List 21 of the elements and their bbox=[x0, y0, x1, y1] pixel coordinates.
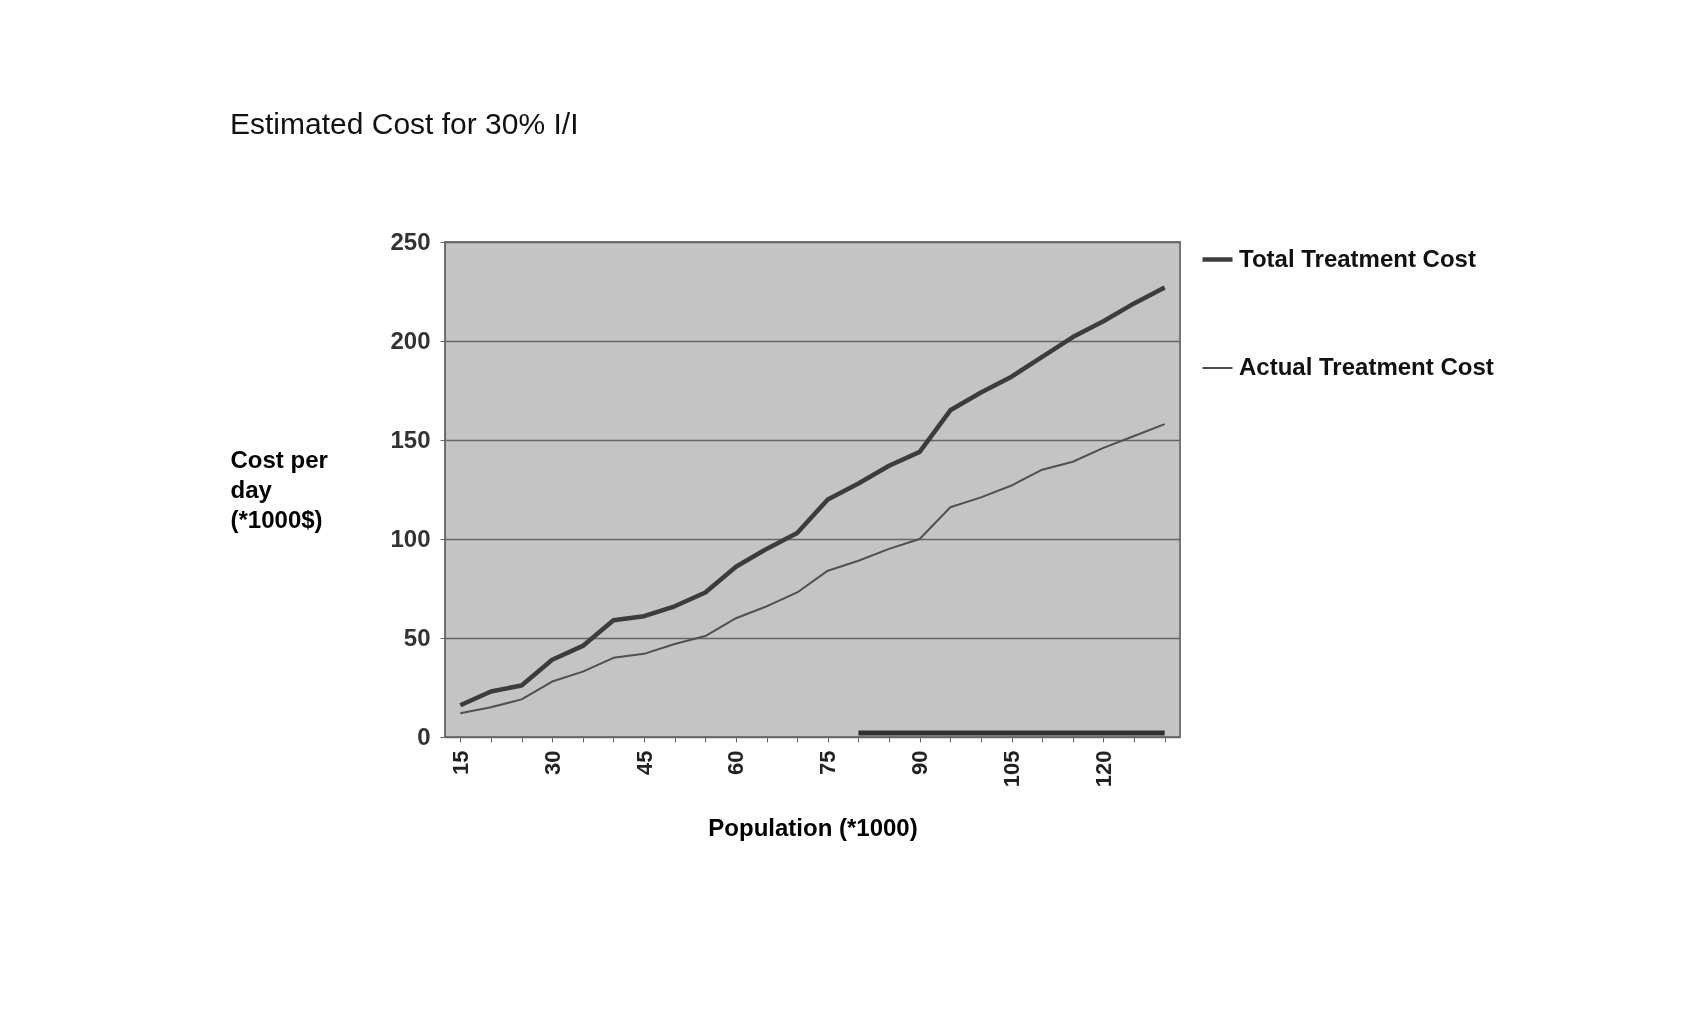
y-tick-label: 150 bbox=[390, 425, 431, 453]
x-tick-label: 105 bbox=[999, 750, 1025, 788]
line-series bbox=[458, 285, 1167, 708]
y-tick-label: 50 bbox=[403, 623, 431, 651]
y-axis-title: Cost per day (*1000$) bbox=[230, 445, 328, 533]
x-tick-label: 90 bbox=[907, 750, 933, 775]
x-tick-label: 60 bbox=[723, 750, 749, 775]
line-series bbox=[459, 423, 1166, 715]
x-tick-label: 45 bbox=[631, 750, 657, 775]
y-tick-label: 0 bbox=[417, 722, 431, 750]
x-tick-label: 15 bbox=[447, 750, 473, 775]
x-tick-label: 30 bbox=[539, 750, 565, 775]
x-tick-label: 75 bbox=[815, 750, 841, 775]
legend-label: Actual Treatment Cost bbox=[1239, 353, 1494, 380]
y-tick-label: 250 bbox=[390, 227, 431, 255]
legend-label: Total Treatment Cost bbox=[1239, 244, 1476, 272]
y-tick-label: 100 bbox=[390, 524, 431, 552]
x-axis-title: Population (*1000) bbox=[708, 814, 918, 842]
y-tick-label: 200 bbox=[390, 326, 431, 354]
chart-title: Estimated Cost for 30% I/I bbox=[230, 107, 579, 140]
x-tick-label: 120 bbox=[1090, 750, 1116, 788]
